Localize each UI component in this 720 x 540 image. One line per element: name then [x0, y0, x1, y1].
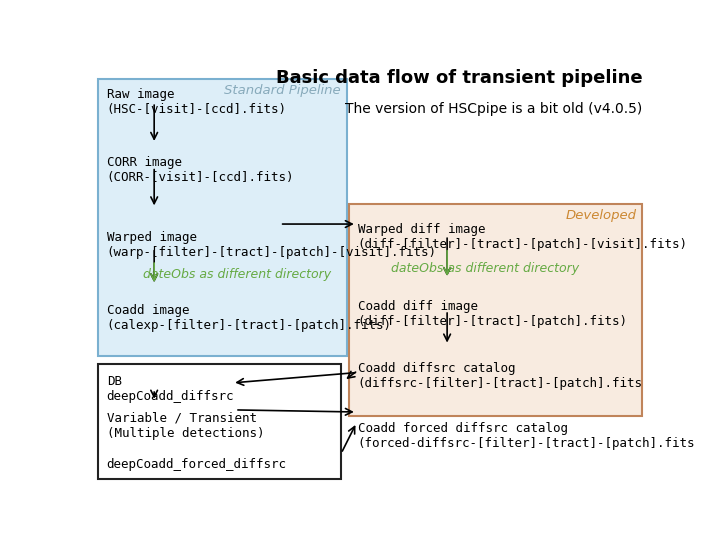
Text: Warped diff image
(diff-[filter]-[tract]-[patch]-[visit].fits): Warped diff image (diff-[filter]-[tract]…	[358, 223, 688, 251]
Text: The version of HSCpipe is a bit old (v4.0.5): The version of HSCpipe is a bit old (v4.…	[345, 102, 642, 116]
Text: Warped image
(warp-[filter]-[tract]-[patch]-[visit].fits): Warped image (warp-[filter]-[tract]-[pat…	[107, 231, 437, 259]
Text: Coadd forced diffsrc catalog
(forced-diffsrc-[filter]-[tract]-[patch].fits: Coadd forced diffsrc catalog (forced-dif…	[358, 422, 696, 450]
Text: Raw image
(HSC-[visit]-[ccd].fits): Raw image (HSC-[visit]-[ccd].fits)	[107, 87, 287, 116]
Text: deepCoadd_forced_diffsrc: deepCoadd_forced_diffsrc	[107, 458, 287, 471]
Text: dateObs as different directory: dateObs as different directory	[392, 262, 580, 275]
Text: CORR image
(CORR-[visit]-[ccd].fits): CORR image (CORR-[visit]-[ccd].fits)	[107, 156, 294, 184]
Text: Coadd diff image
(diff-[filter]-[tract]-[patch].fits): Coadd diff image (diff-[filter]-[tract]-…	[358, 300, 628, 328]
Text: Variable / Transient
(Multiple detections): Variable / Transient (Multiple detection…	[107, 412, 264, 440]
Bar	[349, 204, 642, 416]
Bar	[99, 364, 341, 478]
Text: Developed: Developed	[566, 209, 637, 222]
Text: Coadd diffsrc catalog
(diffsrc-[filter]-[tract]-[patch].fits: Coadd diffsrc catalog (diffsrc-[filter]-…	[358, 362, 643, 390]
Text: dateObs as different directory: dateObs as different directory	[143, 268, 331, 281]
Text: Basic data flow of transient pipeline: Basic data flow of transient pipeline	[276, 69, 642, 87]
Bar	[99, 79, 347, 356]
Text: Standard Pipeline: Standard Pipeline	[225, 84, 341, 97]
Text: DB
deepCoadd_diffsrc: DB deepCoadd_diffsrc	[107, 375, 234, 403]
Text: Coadd image
(calexp-[filter]-[tract]-[patch].fits): Coadd image (calexp-[filter]-[tract]-[pa…	[107, 304, 392, 332]
